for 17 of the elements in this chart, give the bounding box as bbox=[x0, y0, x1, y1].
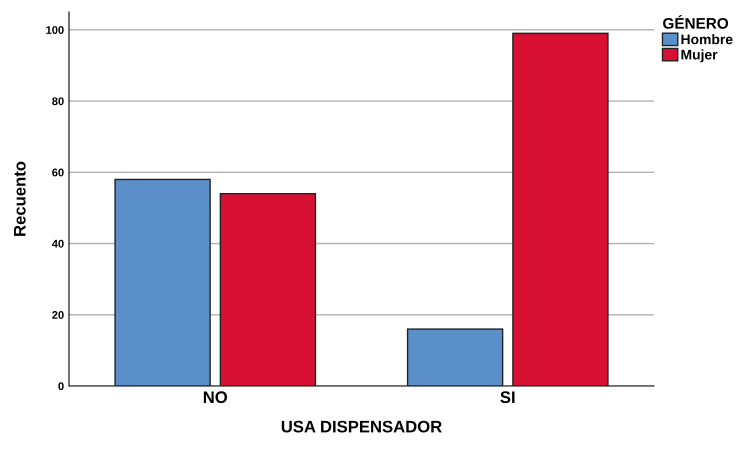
legend-label: Hombre bbox=[681, 34, 733, 44]
bar bbox=[406, 328, 504, 386]
x-tick-label: NO bbox=[204, 391, 228, 404]
bar bbox=[220, 192, 316, 386]
legend-title: GÉNERO bbox=[663, 15, 728, 29]
y-tick-label: 20 bbox=[52, 311, 64, 319]
y-tick-label: 60 bbox=[52, 168, 64, 176]
x-axis-title: USA DISPENSADOR bbox=[282, 420, 442, 433]
x-tick-label: SI bbox=[500, 391, 515, 404]
y-tick-label: 80 bbox=[52, 97, 64, 106]
y-tick-label: 0 bbox=[58, 382, 64, 390]
bar bbox=[512, 32, 609, 386]
y-tick-label: 40 bbox=[52, 240, 64, 248]
bar bbox=[114, 178, 211, 386]
y-axis-title: Recuento bbox=[14, 162, 26, 236]
y-tick-label: 100 bbox=[46, 26, 64, 34]
legend-label: Mujer bbox=[681, 49, 718, 62]
